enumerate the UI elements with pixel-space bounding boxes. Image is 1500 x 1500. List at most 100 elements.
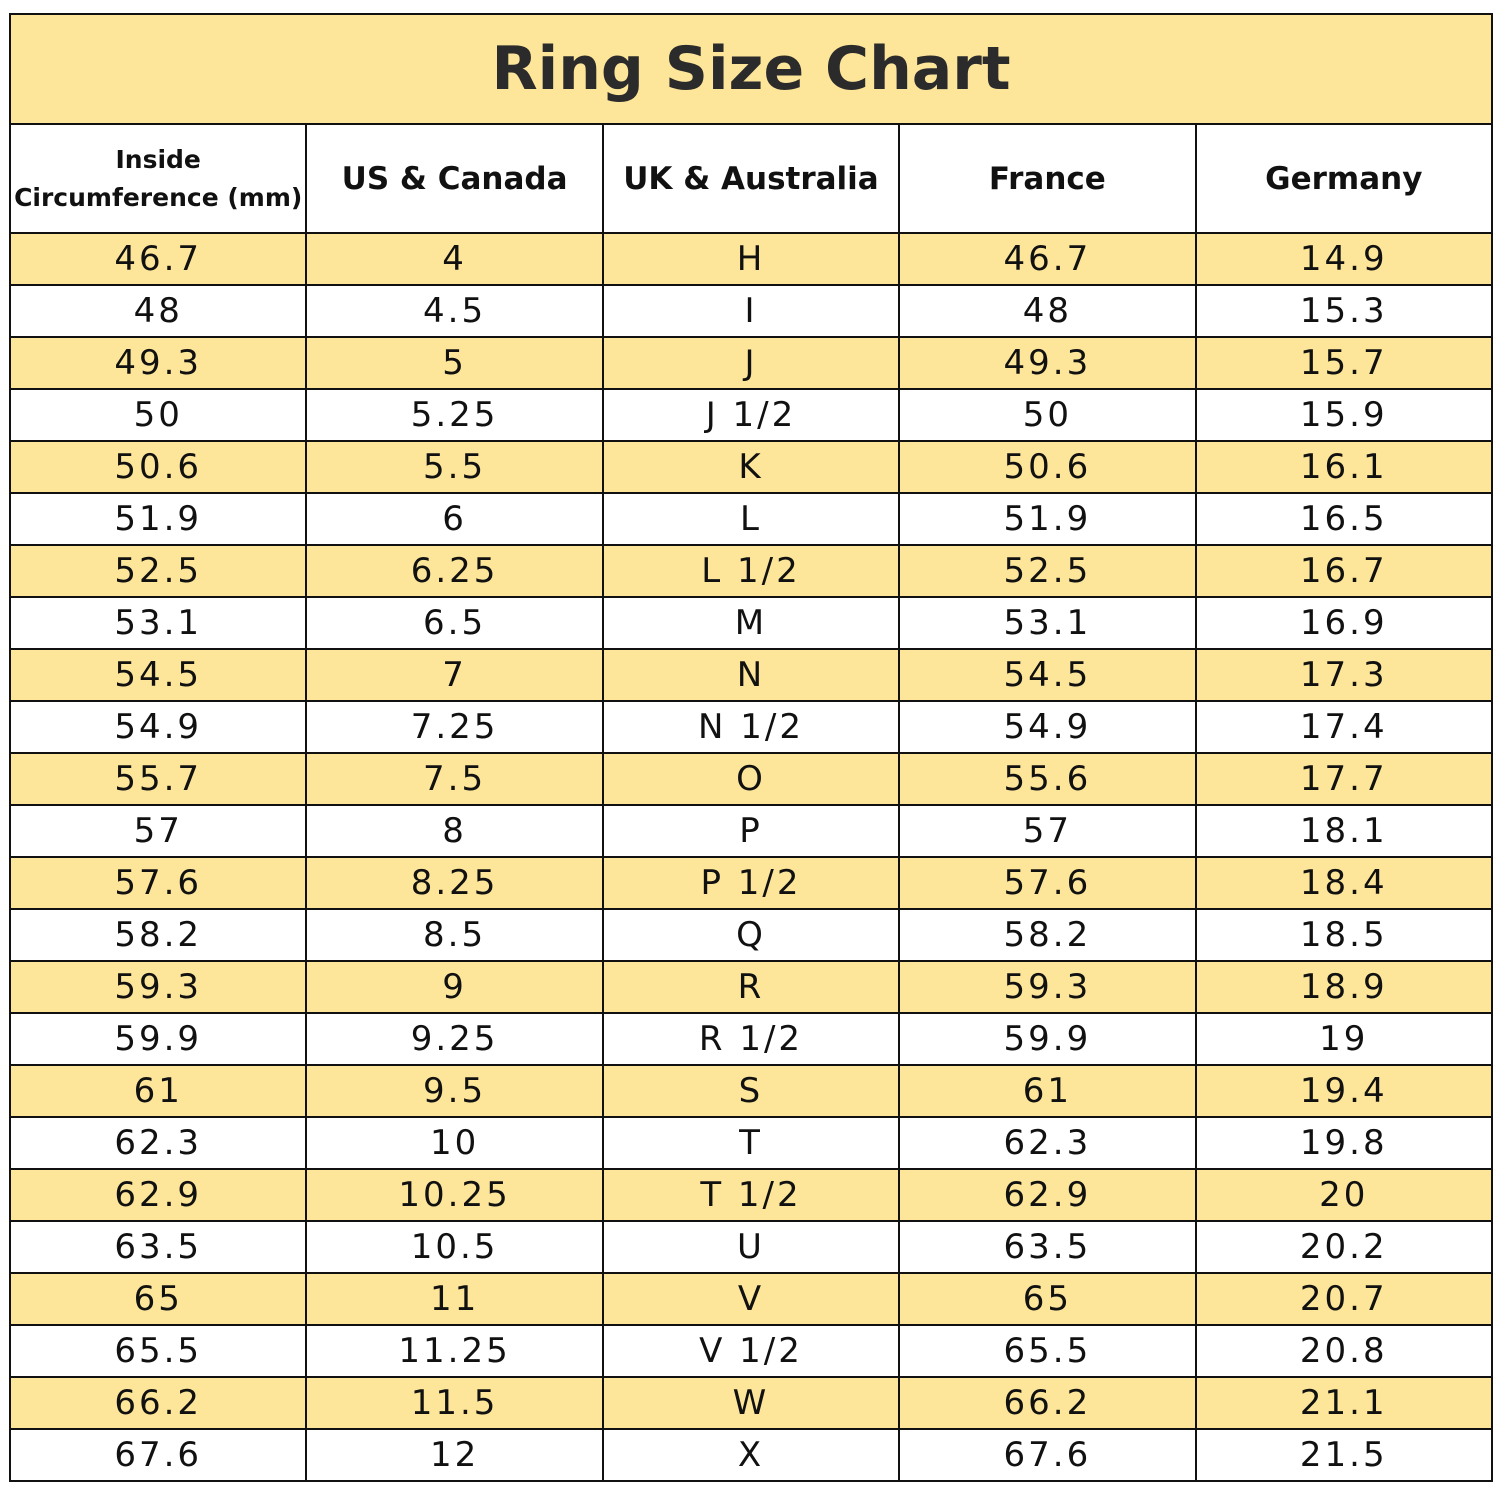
table-cell: 59.9 bbox=[898, 1012, 1197, 1066]
table-cell: 11 bbox=[305, 1272, 604, 1326]
table-cell: 18.1 bbox=[1194, 804, 1494, 858]
table-cell: 19.8 bbox=[1194, 1116, 1494, 1170]
table-cell: I bbox=[601, 284, 901, 338]
table-cell: 10 bbox=[305, 1116, 604, 1170]
table-cell: 18.4 bbox=[1194, 856, 1494, 910]
table-cell: W bbox=[601, 1376, 901, 1430]
table-cell: J 1/2 bbox=[601, 388, 901, 442]
table-cell: V bbox=[601, 1272, 901, 1326]
table-cell: 20.7 bbox=[1194, 1272, 1494, 1326]
table-cell: 50.6 bbox=[8, 440, 308, 494]
table-cell: L 1/2 bbox=[601, 544, 901, 598]
column-header: UK & Australia bbox=[601, 123, 901, 234]
table-row: 53.1 6.5 M 53.1 16.9 bbox=[8, 596, 1494, 650]
table-cell: 62.3 bbox=[898, 1116, 1197, 1170]
table-cell: 17.3 bbox=[1194, 648, 1494, 702]
table-row: 49.3 5 J 49.3 15.7 bbox=[8, 336, 1494, 390]
table-cell: 59.3 bbox=[898, 960, 1197, 1014]
table-cell: 51.9 bbox=[898, 492, 1197, 546]
chart-title: Ring Size Chart bbox=[9, 13, 1493, 125]
table-row: 65 11 V 65 20.7 bbox=[8, 1272, 1494, 1326]
table-row: 66.2 11.5 W 66.2 21.1 bbox=[8, 1376, 1494, 1430]
table-cell: R 1/2 bbox=[601, 1012, 901, 1066]
table-cell: V 1/2 bbox=[601, 1324, 901, 1378]
table-cell: N 1/2 bbox=[601, 700, 901, 754]
table-cell: 67.6 bbox=[898, 1428, 1197, 1482]
table-cell: 4 bbox=[305, 232, 604, 286]
table-cell: 54.9 bbox=[8, 700, 308, 754]
table-cell: 14.9 bbox=[1194, 232, 1494, 286]
ring-size-table: Ring Size Chart Inside Circumference (mm… bbox=[8, 13, 1494, 1482]
table-row: 50.6 5.5 K 50.6 16.1 bbox=[8, 440, 1494, 494]
table-cell: S bbox=[601, 1064, 901, 1118]
table-cell: K bbox=[601, 440, 901, 494]
table-cell: 8.5 bbox=[305, 908, 604, 962]
table-cell: 6.5 bbox=[305, 596, 604, 650]
table-cell: 53.1 bbox=[8, 596, 308, 650]
table-cell: M bbox=[601, 596, 901, 650]
table-cell: 65.5 bbox=[8, 1324, 308, 1378]
table-cell: 54.5 bbox=[898, 648, 1197, 702]
table-row: 57 8 P 57 18.1 bbox=[8, 804, 1494, 858]
table-cell: R bbox=[601, 960, 901, 1014]
table-cell: 10.25 bbox=[305, 1168, 604, 1222]
table-cell: 65.5 bbox=[898, 1324, 1197, 1378]
table-cell: 9.5 bbox=[305, 1064, 604, 1118]
column-header: Germany bbox=[1194, 123, 1494, 234]
table-cell: 5.25 bbox=[305, 388, 604, 442]
table-cell: 9 bbox=[305, 960, 604, 1014]
table-cell: 58.2 bbox=[8, 908, 308, 962]
table-cell: X bbox=[601, 1428, 901, 1482]
table-cell: 7.25 bbox=[305, 700, 604, 754]
table-cell: T 1/2 bbox=[601, 1168, 901, 1222]
table-cell: 52.5 bbox=[898, 544, 1197, 598]
table-cell: 49.3 bbox=[898, 336, 1197, 390]
table-cell: 18.5 bbox=[1194, 908, 1494, 962]
table-cell: 66.2 bbox=[8, 1376, 308, 1430]
table-cell: 59.9 bbox=[8, 1012, 308, 1066]
table-row: 51.9 6 L 51.9 16.5 bbox=[8, 492, 1494, 546]
table-cell: 62.3 bbox=[8, 1116, 308, 1170]
table-row: 59.9 9.25 R 1/2 59.9 19 bbox=[8, 1012, 1494, 1066]
table-cell: 50 bbox=[898, 388, 1197, 442]
table-cell: L bbox=[601, 492, 901, 546]
table-cell: 50 bbox=[8, 388, 308, 442]
table-cell: 61 bbox=[898, 1064, 1197, 1118]
table-cell: 16.9 bbox=[1194, 596, 1494, 650]
table-cell: 62.9 bbox=[8, 1168, 308, 1222]
table-cell: 20 bbox=[1194, 1168, 1494, 1222]
table-cell: 17.7 bbox=[1194, 752, 1494, 806]
table-cell: 11.25 bbox=[305, 1324, 604, 1378]
table-cell: Q bbox=[601, 908, 901, 962]
table-cell: 6 bbox=[305, 492, 604, 546]
column-header: Inside Circumference (mm) bbox=[8, 123, 308, 234]
table-cell: 49.3 bbox=[8, 336, 308, 390]
table-cell: 65 bbox=[8, 1272, 308, 1326]
table-cell: 16.5 bbox=[1194, 492, 1494, 546]
table-cell: 55.7 bbox=[8, 752, 308, 806]
table-cell: 21.1 bbox=[1194, 1376, 1494, 1430]
table-row: 58.2 8.5 Q 58.2 18.5 bbox=[8, 908, 1494, 962]
table-cell: 62.9 bbox=[898, 1168, 1197, 1222]
table-cell: 21.5 bbox=[1194, 1428, 1494, 1482]
table-cell: 65 bbox=[898, 1272, 1197, 1326]
table-cell: P bbox=[601, 804, 901, 858]
table-cell: 19 bbox=[1194, 1012, 1494, 1066]
table-row: 54.5 7 N 54.5 17.3 bbox=[8, 648, 1494, 702]
table-cell: 5 bbox=[305, 336, 604, 390]
table-cell: 59.3 bbox=[8, 960, 308, 1014]
table-cell: 48 bbox=[898, 284, 1197, 338]
table-cell: 15.9 bbox=[1194, 388, 1494, 442]
table-cell: 46.7 bbox=[8, 232, 308, 286]
table-cell: 6.25 bbox=[305, 544, 604, 598]
table-cell: 54.5 bbox=[8, 648, 308, 702]
table-row: 62.9 10.25 T 1/2 62.9 20 bbox=[8, 1168, 1494, 1222]
table-cell: 8 bbox=[305, 804, 604, 858]
table-cell: 10.5 bbox=[305, 1220, 604, 1274]
table-cell: 63.5 bbox=[898, 1220, 1197, 1274]
table-cell: 20.2 bbox=[1194, 1220, 1494, 1274]
table-cell: 7.5 bbox=[305, 752, 604, 806]
table-cell: 61 bbox=[8, 1064, 308, 1118]
table-row: 67.6 12 X 67.6 21.5 bbox=[8, 1428, 1494, 1482]
table-row: 55.7 7.5 O 55.6 17.7 bbox=[8, 752, 1494, 806]
